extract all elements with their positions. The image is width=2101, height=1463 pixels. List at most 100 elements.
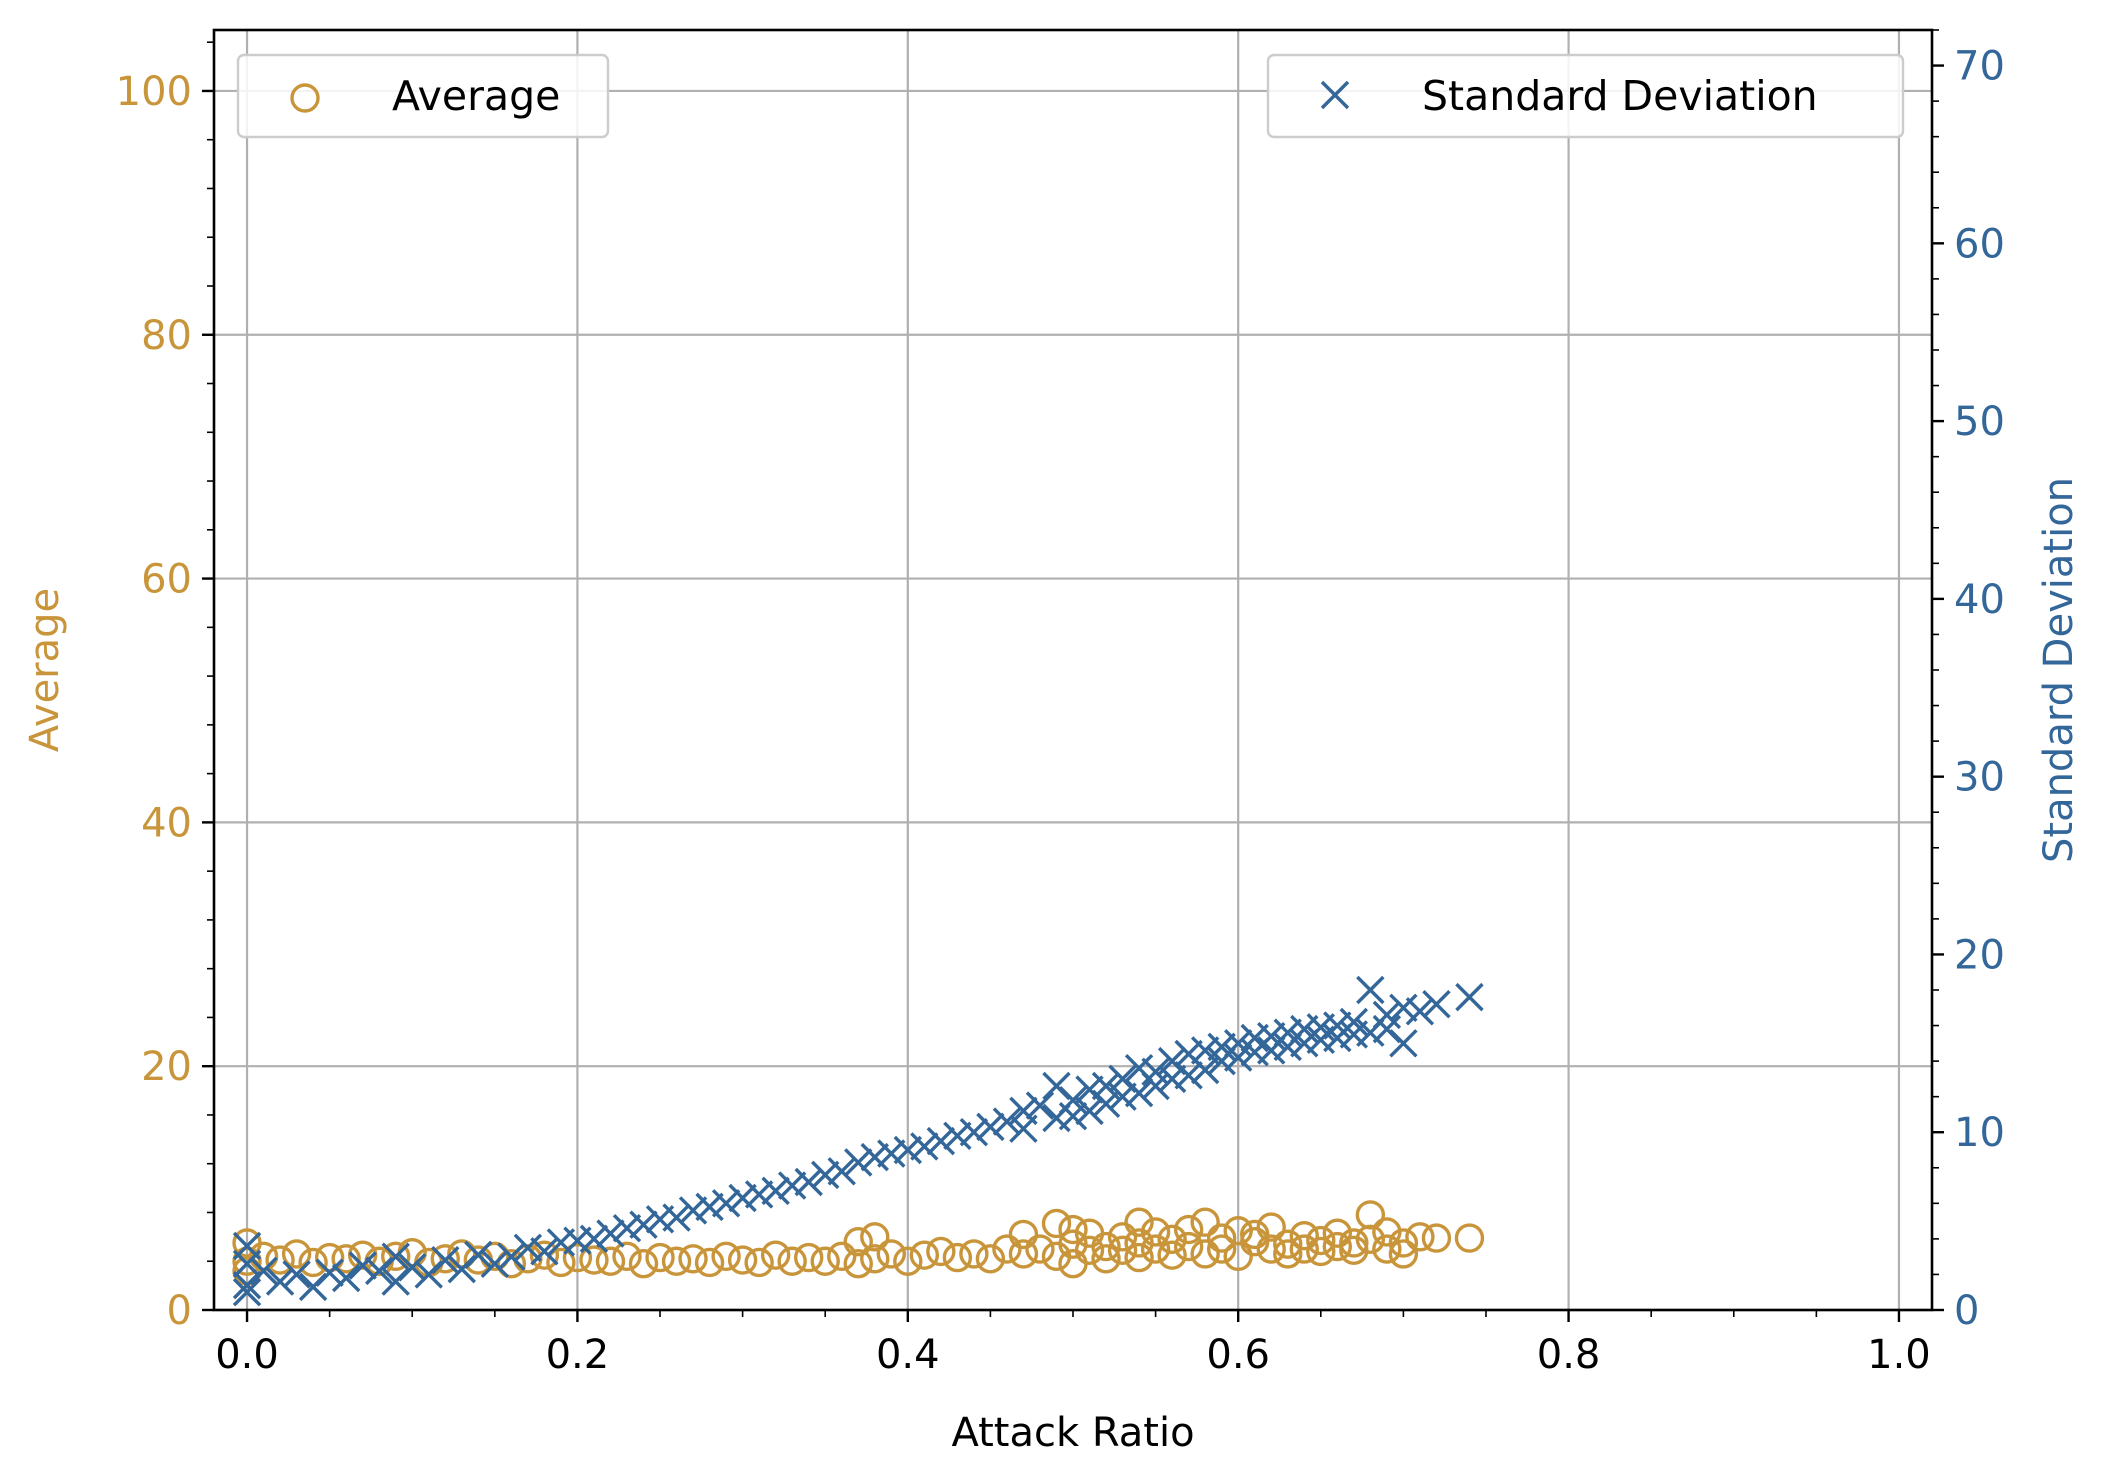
average-point [331, 1244, 361, 1274]
standard-deviation-point [1339, 1007, 1369, 1037]
standard-deviation-point [232, 1249, 262, 1278]
right-y-tick-label: 20 [1954, 932, 2005, 978]
x-tick-label: 0.8 [1537, 1332, 1601, 1378]
average-point [760, 1240, 791, 1270]
x-tick-label: 0.4 [876, 1332, 940, 1378]
average-point [942, 1242, 973, 1273]
average-point [1107, 1222, 1138, 1252]
x-tick-label: 0.0 [215, 1332, 279, 1378]
standard-deviation-point [844, 1148, 873, 1177]
average-point [1421, 1223, 1452, 1253]
left-y-tick-label: 40 [141, 800, 192, 846]
legend-standard-deviation-marker [1320, 80, 1350, 110]
average-point [777, 1246, 807, 1276]
standard-deviation-point [530, 1237, 559, 1266]
standard-deviation-point [1223, 1043, 1253, 1072]
average-point [579, 1245, 609, 1275]
average-point [1058, 1214, 1088, 1245]
average-point [1322, 1231, 1353, 1262]
average-point [1091, 1244, 1121, 1274]
standard-deviation-point [612, 1214, 642, 1243]
standard-deviation-point [497, 1242, 526, 1271]
right-y-tick-label: 60 [1954, 221, 2005, 267]
x-tick-label: 1.0 [1867, 1332, 1931, 1378]
standard-deviation-point [596, 1219, 625, 1248]
average-point [1157, 1224, 1187, 1254]
average-point [347, 1240, 378, 1270]
average-point [1454, 1223, 1485, 1253]
standard-deviation-point [695, 1192, 724, 1222]
average-point [1124, 1242, 1154, 1273]
standard-deviation-point [992, 1107, 1022, 1136]
average-series [232, 1200, 1485, 1286]
average-point [1273, 1229, 1303, 1259]
average-point [1008, 1239, 1039, 1269]
average-point [876, 1239, 906, 1269]
standard-deviation-point [1207, 1032, 1236, 1062]
average-point [1223, 1241, 1253, 1272]
average-point [496, 1248, 527, 1279]
average-point [612, 1241, 642, 1272]
average-point [430, 1244, 460, 1274]
average-point [1140, 1234, 1171, 1264]
x-tick-label: 0.2 [546, 1332, 610, 1378]
standard-deviation-point [728, 1183, 757, 1213]
standard-deviation-point [1108, 1082, 1137, 1111]
average-point [694, 1247, 725, 1278]
average-point [810, 1246, 840, 1276]
average-point [1091, 1231, 1121, 1262]
average-point [1273, 1239, 1303, 1269]
standard-deviation-point [1124, 1078, 1154, 1108]
x-tick-label: 0.6 [1206, 1332, 1270, 1378]
average-point [1025, 1234, 1055, 1264]
average-point [546, 1247, 576, 1278]
average-point [265, 1245, 295, 1275]
x-axis-title: Attack Ratio [951, 1410, 1194, 1456]
average-point [959, 1239, 989, 1269]
standard-deviation-point [827, 1157, 856, 1186]
average-point [1173, 1231, 1204, 1262]
legend-standard-deviation-box [1266, 53, 1905, 139]
average-point [298, 1247, 328, 1278]
legend-average-label: Average [392, 72, 560, 120]
standard-deviation-point [877, 1139, 906, 1168]
average-point [595, 1246, 626, 1276]
average-point [893, 1246, 923, 1276]
average-point [1041, 1208, 1072, 1239]
standard-deviation-point [711, 1189, 741, 1218]
average-point [1157, 1240, 1187, 1270]
average-point [678, 1244, 708, 1274]
standard-deviation-point [893, 1135, 923, 1165]
right-y-axis-title: Standard Deviation [2036, 477, 2082, 863]
legend-average-box [236, 53, 610, 139]
average-point [1206, 1223, 1237, 1253]
average-point [1008, 1219, 1039, 1250]
standard-deviation-point [1405, 997, 1435, 1026]
average-point [1256, 1212, 1286, 1242]
average-point [661, 1246, 692, 1276]
standard-deviation-point [1389, 993, 1418, 1022]
standard-deviation-point [249, 1256, 278, 1286]
standard-deviation-point [1009, 1114, 1038, 1143]
average-point [1240, 1219, 1270, 1250]
standard-deviation-point [1091, 1089, 1121, 1118]
average-point [860, 1244, 890, 1274]
average-point [1190, 1207, 1220, 1237]
average-point [281, 1239, 312, 1269]
average-point [909, 1240, 940, 1270]
average-point [1306, 1236, 1336, 1267]
right-y-tick-label: 30 [1954, 755, 2005, 801]
average-point [1355, 1200, 1386, 1230]
average-point [1372, 1234, 1402, 1264]
average-point [860, 1222, 890, 1252]
legend-average: Average [236, 53, 610, 139]
standard-deviation-point [943, 1121, 972, 1150]
standard-deviation-point [1455, 982, 1484, 1012]
standard-deviation-point [315, 1258, 344, 1287]
standard-deviation-point [926, 1126, 956, 1156]
average-point [1074, 1235, 1105, 1265]
standard-deviation-point [1075, 1096, 1104, 1126]
standard-deviation-point [1257, 1022, 1286, 1051]
